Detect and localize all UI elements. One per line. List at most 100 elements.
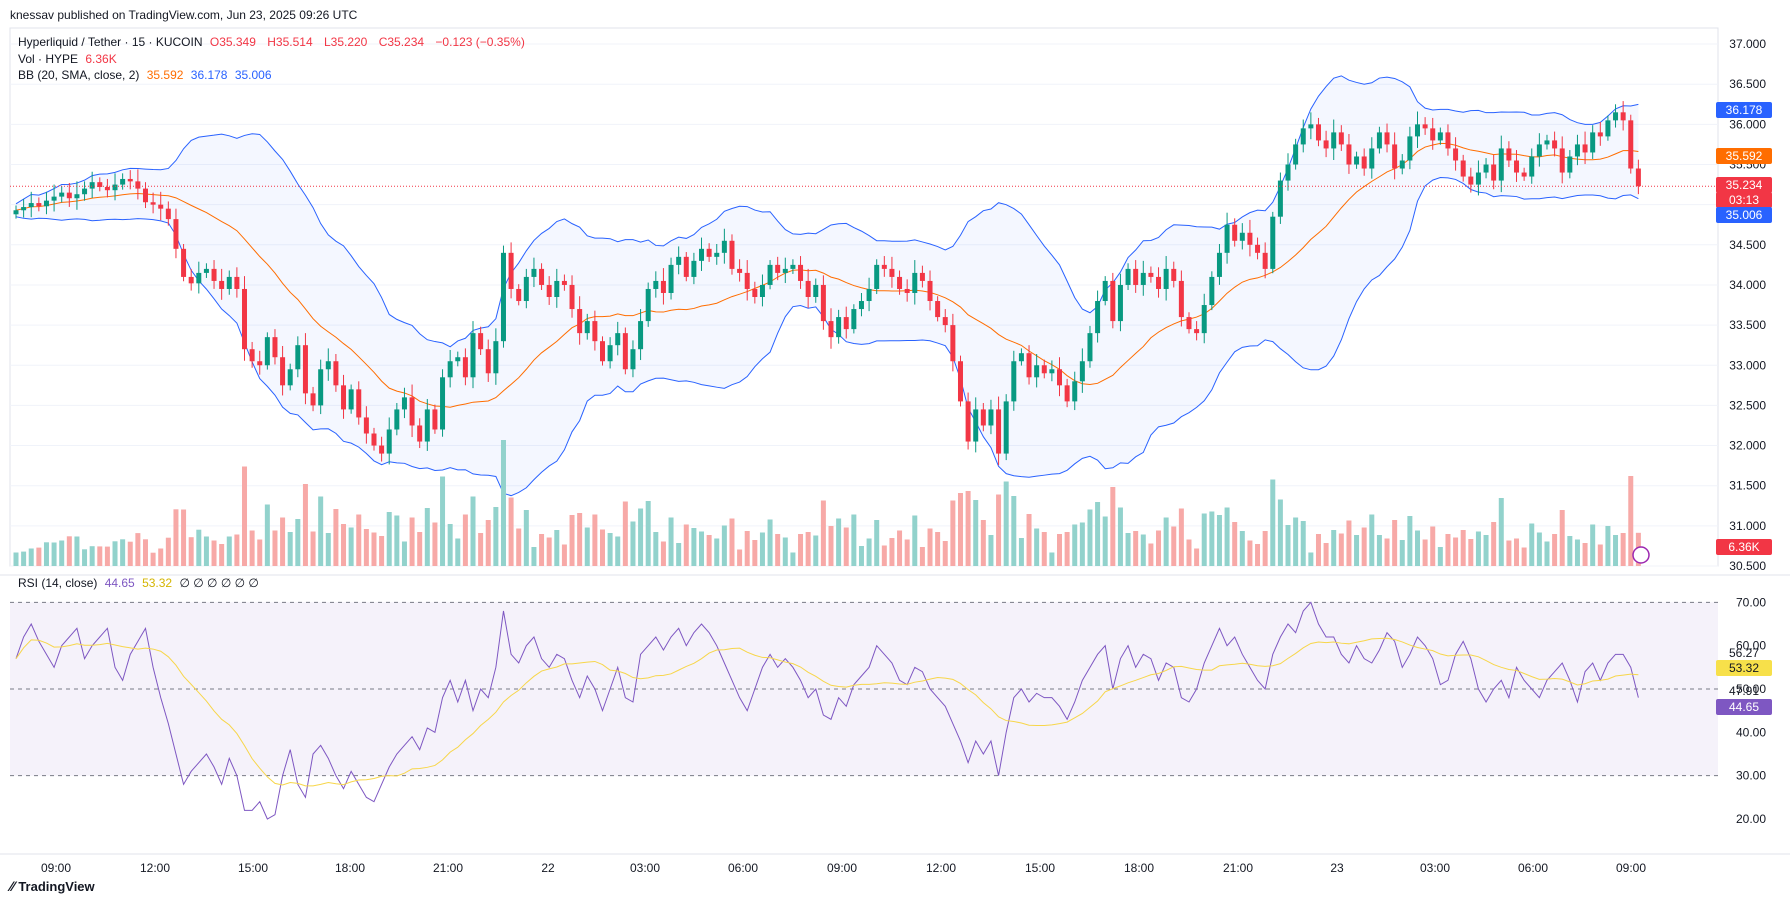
candle-body bbox=[683, 256, 689, 277]
volume-bar bbox=[1209, 511, 1215, 566]
candle-body bbox=[965, 401, 971, 442]
price-tick-label: 31.000 bbox=[1729, 519, 1766, 533]
volume-bar bbox=[866, 538, 872, 566]
candle bbox=[1064, 378, 1070, 408]
volume-bar bbox=[1628, 476, 1634, 566]
candle bbox=[21, 199, 27, 218]
candle-body bbox=[1422, 124, 1428, 129]
candle-body bbox=[1475, 172, 1481, 185]
candle bbox=[828, 308, 834, 349]
candle bbox=[706, 243, 712, 262]
volume-bar bbox=[59, 540, 65, 566]
candle-body bbox=[1079, 361, 1085, 382]
candle-body bbox=[1430, 128, 1436, 141]
volume-bar bbox=[51, 542, 57, 566]
volume-bar bbox=[1498, 498, 1504, 566]
candle bbox=[1613, 104, 1619, 128]
candle-body bbox=[1178, 280, 1184, 318]
volume-bar bbox=[1331, 530, 1337, 566]
candle-body bbox=[1049, 369, 1055, 374]
candle-body bbox=[1582, 144, 1588, 153]
volume-bar bbox=[485, 520, 491, 566]
volume-bar bbox=[523, 510, 529, 566]
volume-bar bbox=[1232, 522, 1238, 566]
volume-bar bbox=[912, 515, 918, 566]
candle-body bbox=[798, 264, 804, 281]
symbol-title[interactable]: Hyperliquid / Tether · 15 · KUCOIN bbox=[18, 35, 203, 49]
volume-bar bbox=[622, 501, 628, 566]
volume-label[interactable]: Vol · HYPE bbox=[18, 52, 79, 66]
candle bbox=[546, 276, 552, 305]
volume-bar bbox=[744, 531, 750, 566]
candle bbox=[500, 245, 506, 348]
volume-bar bbox=[1506, 540, 1512, 566]
rsi-line bbox=[15, 601, 1639, 820]
volume-bar bbox=[142, 539, 148, 566]
candle bbox=[554, 268, 560, 308]
tradingview-logo-icon: ⁄⁄ bbox=[10, 878, 15, 894]
volume-bar bbox=[805, 532, 811, 566]
candle-body bbox=[226, 276, 232, 289]
volume-bar bbox=[1315, 534, 1321, 566]
candle bbox=[173, 208, 179, 259]
candle-body bbox=[767, 264, 773, 285]
candle-body bbox=[1331, 132, 1337, 149]
candle-body bbox=[318, 369, 324, 406]
tradingview-brand[interactable]: ⁄⁄ TradingView bbox=[10, 878, 95, 894]
candle bbox=[1475, 160, 1481, 196]
volume-bar bbox=[371, 532, 377, 566]
volume-bar bbox=[1597, 544, 1603, 566]
volume-bar bbox=[43, 542, 49, 566]
volume-bar bbox=[386, 512, 392, 566]
volume-bar bbox=[836, 518, 842, 566]
candle-body bbox=[36, 203, 42, 207]
rsi-tick-label: 20.00 bbox=[1736, 812, 1766, 826]
candle bbox=[1552, 131, 1558, 157]
candle bbox=[1300, 119, 1306, 153]
time-tick-label: 18:00 bbox=[335, 861, 365, 875]
candle-body bbox=[1255, 244, 1261, 253]
candle-body bbox=[455, 357, 461, 362]
candle-body bbox=[904, 288, 910, 293]
candle bbox=[287, 363, 293, 391]
volume-bar bbox=[1095, 502, 1101, 566]
volume-bar bbox=[493, 507, 499, 566]
volume-bar bbox=[242, 466, 248, 566]
candle bbox=[302, 333, 308, 405]
rsi-label[interactable]: RSI (14, close) bbox=[18, 576, 98, 590]
candle-body bbox=[630, 349, 636, 370]
time-tick-label: 09:00 bbox=[827, 861, 857, 875]
candle bbox=[1262, 242, 1268, 279]
volume-bar bbox=[432, 522, 438, 566]
volume-bar bbox=[1582, 543, 1588, 566]
candle bbox=[1216, 244, 1222, 285]
candle-body bbox=[272, 337, 278, 358]
candle-body bbox=[897, 276, 903, 289]
candle bbox=[759, 274, 765, 307]
candle bbox=[1232, 218, 1238, 247]
candle bbox=[280, 345, 286, 396]
candle bbox=[744, 260, 750, 301]
candle-body bbox=[912, 272, 918, 293]
volume-bar bbox=[1308, 552, 1314, 566]
candle-body bbox=[181, 248, 187, 277]
volume-bar bbox=[470, 496, 476, 566]
bb-label[interactable]: BB (20, SMA, close, 2) bbox=[18, 68, 140, 82]
candle bbox=[935, 296, 941, 322]
candle bbox=[1201, 293, 1207, 344]
candle-body bbox=[1597, 132, 1603, 137]
volume-bar bbox=[188, 537, 194, 566]
candle-body bbox=[1544, 140, 1550, 145]
candle bbox=[188, 268, 194, 291]
candle-body bbox=[203, 268, 209, 273]
candle-body bbox=[988, 409, 994, 426]
candle-body bbox=[97, 182, 103, 187]
candle-body bbox=[1354, 156, 1360, 165]
volume-bar bbox=[699, 531, 705, 566]
candle-body bbox=[1003, 401, 1009, 454]
volume-bar bbox=[196, 529, 202, 566]
volume-bar bbox=[1293, 517, 1299, 566]
candle bbox=[1574, 134, 1580, 166]
volume-bar bbox=[729, 518, 735, 566]
candle bbox=[158, 191, 164, 221]
